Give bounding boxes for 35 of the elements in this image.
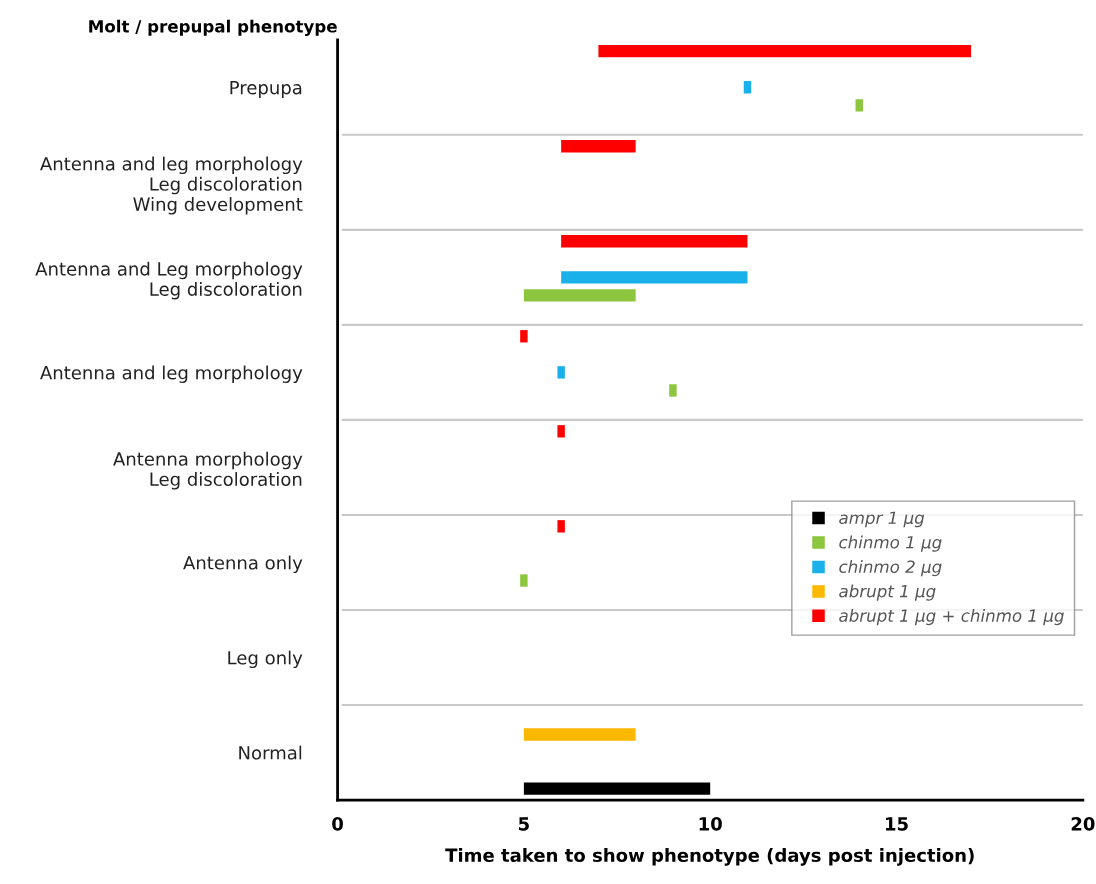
y-tick-label: Prepupa bbox=[230, 80, 302, 98]
y-tick-label: Leg only bbox=[228, 650, 303, 669]
x-tick-label: 5 bbox=[519, 817, 529, 831]
bar bbox=[520, 330, 528, 343]
bar bbox=[561, 271, 748, 284]
y-tick-label: Antenna and leg morphology Leg discoloration Wing development bbox=[40, 156, 303, 215]
bar bbox=[557, 425, 565, 438]
y-axis-title: Molt / prepupal phenotype bbox=[89, 19, 337, 36]
legend-label: abrupt 1 µg bbox=[839, 584, 936, 601]
x-tick-label: 0 bbox=[332, 817, 343, 831]
legend-label: abrupt 1 µg + chinmo 1 µg bbox=[839, 609, 1064, 626]
bar bbox=[523, 289, 636, 302]
y-tick-label: Antenna and leg morphology bbox=[40, 365, 303, 383]
y-tick-label: Normal bbox=[239, 745, 302, 760]
x-tick-label: 20 bbox=[1071, 817, 1095, 831]
bar bbox=[557, 366, 565, 379]
legend-label: ampr 1 µg bbox=[839, 511, 925, 528]
legend-label: chinmo 2 µg bbox=[839, 560, 942, 577]
y-tick-label: Antenna morphology Leg discoloration bbox=[113, 451, 303, 490]
legend-label: chinmo 1 µg bbox=[839, 535, 942, 552]
y-tick-label: Antenna and Leg morphology Leg discoloration bbox=[35, 261, 303, 300]
bar bbox=[557, 520, 565, 533]
x-tick-label: 15 bbox=[886, 817, 908, 831]
y-tick-label: Antenna only bbox=[183, 555, 303, 574]
bar bbox=[855, 99, 863, 112]
bar bbox=[520, 574, 528, 587]
bar bbox=[743, 81, 752, 94]
bar bbox=[523, 728, 636, 741]
bar bbox=[561, 140, 636, 153]
bar bbox=[598, 45, 972, 58]
x-tick-label: 10 bbox=[699, 817, 722, 831]
bar bbox=[561, 235, 748, 248]
bar bbox=[523, 782, 711, 795]
x-axis-title: Time taken to show phenotype (days post injection) bbox=[445, 848, 974, 866]
bar bbox=[669, 384, 677, 397]
